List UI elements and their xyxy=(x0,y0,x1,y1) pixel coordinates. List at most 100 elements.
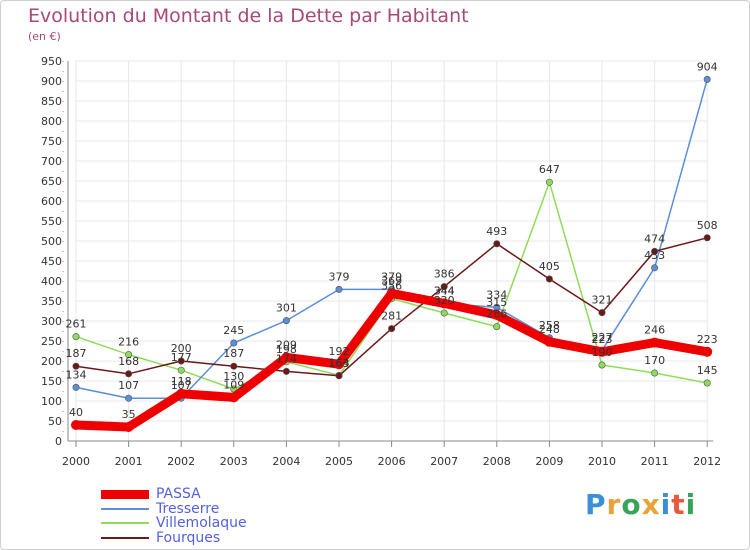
data-label-tresserre: 904 xyxy=(697,60,718,73)
data-point-passa xyxy=(439,298,450,309)
y-tick-label: 950 xyxy=(41,55,62,68)
data-point-fourques xyxy=(282,367,290,375)
y-tick-label: 500 xyxy=(41,235,62,248)
data-label-passa: 223 xyxy=(697,333,718,346)
data-label-villemolaque: 177 xyxy=(171,351,192,364)
y-tick-label: 200 xyxy=(41,355,62,368)
grid-layer xyxy=(75,60,708,442)
data-point-fourques xyxy=(72,362,80,370)
data-label-passa: 209 xyxy=(276,338,297,351)
legend-item-villemolaque: Villemolaque xyxy=(101,515,361,531)
y-tick-label: 600 xyxy=(41,195,62,208)
y-tick-label: 800 xyxy=(41,115,62,128)
logo-letter: P xyxy=(585,488,607,521)
data-label-fourques: 187 xyxy=(223,347,244,360)
data-label-passa: 109 xyxy=(223,378,244,391)
line-chart: 0 50 100 150 200 250 300 350 400 450 500 550 600 650 7… xyxy=(41,55,721,468)
data-label-passa: 192 xyxy=(329,345,350,358)
x-tick-label: 2006 xyxy=(378,455,406,468)
data-point-passa xyxy=(281,352,292,363)
data-point-passa xyxy=(71,420,81,430)
data-label-fourques: 200 xyxy=(171,342,192,355)
legend-item-passa: PASSA xyxy=(101,486,361,502)
logo-letter: r xyxy=(606,488,622,521)
data-point-tresserre xyxy=(335,285,343,293)
data-point-passa xyxy=(491,310,502,320)
data-point-tresserre xyxy=(703,75,711,83)
data-label-tresserre: 334 xyxy=(486,288,507,301)
x-tick-label: 2007 xyxy=(430,455,458,468)
data-label-fourques: 493 xyxy=(486,225,507,238)
data-point-passa xyxy=(597,346,607,357)
data-label-tresserre: 433 xyxy=(644,249,665,262)
legend-swatch-tresserre xyxy=(101,508,149,510)
data-label-passa: 344 xyxy=(434,284,455,297)
x-tick-label: 2012 xyxy=(693,455,721,468)
data-label-tresserre: 107 xyxy=(171,379,192,392)
y-tick-label: 450 xyxy=(41,255,62,268)
y-tick-label: 150 xyxy=(41,375,62,388)
y-tick-label: 50 xyxy=(48,415,62,428)
data-point-tresserre xyxy=(72,383,80,391)
data-label-passa: 369 xyxy=(381,274,402,287)
logo-letter: t xyxy=(671,488,686,521)
logo-letter: o xyxy=(621,488,642,521)
x-tick-label: 2011 xyxy=(641,455,669,468)
data-label-villemolaque: 261 xyxy=(66,318,87,331)
y-tick-label: 650 xyxy=(41,175,62,188)
data-point-fourques xyxy=(598,309,606,317)
data-label-villemolaque: 190 xyxy=(592,346,613,359)
data-label-villemolaque: 198 xyxy=(276,343,297,356)
series-layer xyxy=(71,75,713,432)
data-label-passa: 35 xyxy=(122,408,136,421)
data-point-passa xyxy=(544,336,555,347)
data-point-fourques xyxy=(335,372,343,380)
legend-item-tresserre: Tresserre xyxy=(101,501,361,517)
axis-layer: 0 50 100 150 200 250 300 350 400 450 500 550 600 650 7… xyxy=(41,55,721,468)
data-point-villemolaque xyxy=(493,323,501,331)
data-point-fourques xyxy=(230,362,238,370)
x-tick-label: 2000 xyxy=(62,455,90,468)
data-point-villemolaque xyxy=(72,333,80,341)
proxiti-logo: Proxiti xyxy=(585,488,696,521)
data-label-tresserre: 245 xyxy=(223,324,244,337)
data-point-villemolaque xyxy=(440,309,448,317)
logo-letter: i xyxy=(685,488,697,521)
legend-label-villemolaque: Villemolaque xyxy=(156,515,247,531)
data-label-passa: 40 xyxy=(69,406,83,419)
data-point-villemolaque xyxy=(125,351,133,359)
data-point-tresserre xyxy=(230,339,238,347)
data-point-fourques xyxy=(545,275,553,283)
data-point-passa xyxy=(386,288,397,299)
y-tick-label: 350 xyxy=(41,295,62,308)
data-label-tresserre: 258 xyxy=(539,319,560,332)
data-label-villemolaque: 320 xyxy=(434,294,455,307)
data-label-fourques: 386 xyxy=(434,268,455,281)
x-tick-label: 2010 xyxy=(588,455,616,468)
x-tick-label: 2003 xyxy=(220,455,248,468)
data-point-fourques xyxy=(177,357,185,365)
data-label-tresserre: 227 xyxy=(592,331,613,344)
data-point-tresserre xyxy=(651,264,659,272)
data-point-passa xyxy=(176,388,187,399)
data-label-passa: 118 xyxy=(171,375,192,388)
legend-label-tresserre: Tresserre xyxy=(156,501,220,517)
data-label-villemolaque: 130 xyxy=(223,370,244,383)
data-label-passa: 315 xyxy=(486,296,507,309)
data-point-fourques xyxy=(651,247,659,255)
logo-letter: i xyxy=(660,488,672,521)
y-tick-label: 0 xyxy=(55,435,62,448)
legend-label-fourques: Fourques xyxy=(156,530,221,546)
data-point-passa xyxy=(649,337,660,348)
data-label-fourques: 321 xyxy=(592,294,613,307)
data-point-fourques xyxy=(440,283,448,291)
data-label-tresserre: 107 xyxy=(118,379,139,392)
data-point-tresserre xyxy=(125,394,133,402)
data-point-fourques xyxy=(125,370,133,378)
y-tick-label: 700 xyxy=(41,155,62,168)
data-label-tresserre: 379 xyxy=(381,270,402,283)
data-point-tresserre xyxy=(282,317,290,325)
data-label-fourques: 163 xyxy=(329,357,350,370)
data-label-fourques: 187 xyxy=(66,347,87,360)
